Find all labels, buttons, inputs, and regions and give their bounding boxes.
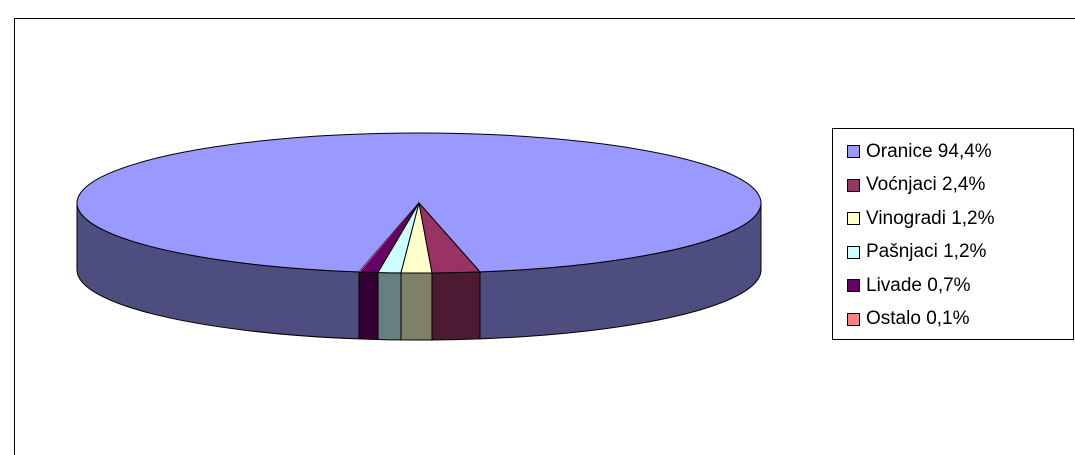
pie-side-vinogradi bbox=[400, 272, 433, 341]
legend-label: Pašnjaci 1,2% bbox=[866, 241, 987, 263]
legend-item-vinogradi: Vinogradi 1,2% bbox=[847, 202, 1073, 236]
pie-top-faces bbox=[76, 132, 762, 274]
pie-slice-vocnjaci bbox=[418, 201, 482, 274]
legend-swatch bbox=[847, 312, 860, 326]
legend-label: Ostalo 0,1% bbox=[866, 308, 970, 330]
pie-slice-ostalo bbox=[359, 203, 419, 272]
legend-label: Vinogradi 1,2% bbox=[866, 207, 995, 229]
pie-side-livade bbox=[358, 271, 379, 341]
pie-side-walls bbox=[76, 202, 762, 341]
legend-item-oranice: Oranice 94,4% bbox=[847, 135, 1073, 169]
legend-swatch bbox=[847, 245, 860, 259]
legend-swatch bbox=[847, 212, 860, 226]
legend-item-vocnjaci: Voćnjaci 2,4% bbox=[847, 169, 1073, 203]
pie-side-vocnjaci bbox=[431, 271, 481, 341]
legend-item-pasnjaci: Pašnjaci 1,2% bbox=[847, 236, 1073, 270]
legend-label: Livade 0,7% bbox=[866, 274, 971, 296]
pie-side-pasnjaci bbox=[377, 271, 402, 341]
legend-swatch bbox=[847, 279, 860, 293]
chart-legend: Oranice 94,4% Voćnjaci 2,4% Vinogradi 1,… bbox=[832, 128, 1074, 340]
chart-area bbox=[14, 18, 1075, 455]
legend-label: Oranice 94,4% bbox=[866, 140, 992, 162]
legend-item-ostalo: Ostalo 0,1% bbox=[847, 303, 1073, 337]
legend-swatch bbox=[847, 145, 860, 159]
legend-label: Voćnjaci 2,4% bbox=[866, 174, 986, 196]
legend-item-livade: Livade 0,7% bbox=[847, 269, 1073, 303]
legend-swatch bbox=[847, 178, 860, 192]
